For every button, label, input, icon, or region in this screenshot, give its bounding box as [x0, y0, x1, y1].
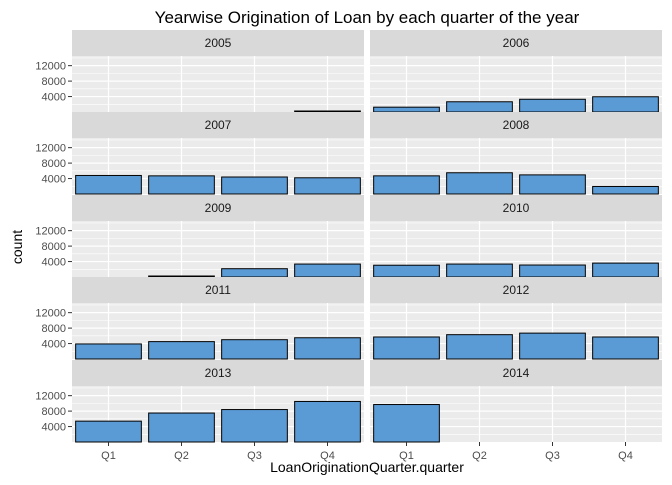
bar-2006-Q1 — [373, 106, 440, 113]
bar-2006-Q4 — [592, 96, 659, 113]
facet-panel-2006: 2006 — [370, 30, 662, 113]
facet-panel-2013: 2013 4000 8000 12000 Q1 Q2 Q3 Q4 — [35, 360, 364, 462]
facet-strip — [72, 195, 364, 221]
facet-strip-label: 2012 — [503, 283, 530, 297]
facet-panel-2008: 2008 — [370, 112, 662, 195]
x-tick-label: Q2 — [174, 450, 189, 462]
y-tick-label: 4000 — [42, 422, 66, 434]
bar-2014-Q1 — [373, 404, 440, 443]
facet-panel-2011: 2011 4000 8000 12000 — [35, 277, 364, 360]
facet-panel-2010: 2010 — [370, 195, 662, 278]
facets-layer: 2005400080001200020062007400080001200020… — [35, 30, 662, 462]
x-tick-label: Q1 — [399, 450, 414, 462]
bar-2007-Q3 — [221, 176, 288, 195]
facet-strip-label: 2009 — [205, 201, 232, 215]
bar-2007-Q4 — [294, 177, 361, 195]
y-tick-label: 8000 — [42, 76, 66, 88]
facet-strip-label: 2006 — [503, 36, 530, 50]
bar-2013-Q4 — [294, 400, 361, 443]
chart-title: Yearwise Origination of Loan by each qua… — [155, 8, 580, 27]
bar-2011-Q2 — [148, 341, 215, 360]
facet-panel-2007: 2007 4000 8000 12000 — [35, 112, 364, 195]
facet-panel-2009: 2009 4000 8000 12000 — [35, 195, 364, 278]
bar-2009-Q3 — [221, 268, 288, 278]
facet-strip-label: 2005 — [205, 36, 232, 50]
x-tick-label: Q4 — [618, 450, 633, 462]
bar-2007-Q1 — [75, 174, 142, 195]
bar-2007-Q2 — [148, 175, 215, 195]
bar-2010-Q3 — [519, 264, 586, 278]
facet-panel-2014: 2014 Q1 Q2 Q3 Q4 — [370, 360, 662, 462]
y-tick-label: 4000 — [42, 92, 66, 104]
bar-2013-Q1 — [75, 420, 142, 443]
bar-2013-Q3 — [221, 409, 288, 443]
bar-2008-Q2 — [446, 172, 513, 195]
facet-strip — [72, 112, 364, 138]
bar-2010-Q4 — [592, 262, 659, 278]
x-axis-label: LoanOriginationQuarter.quarter — [270, 459, 464, 475]
facet-strip — [370, 277, 662, 303]
bar-2012-Q4 — [592, 336, 659, 360]
y-tick-label: 4000 — [42, 257, 66, 269]
facet-panel-bg — [72, 56, 364, 112]
x-tick-label: Q2 — [472, 450, 487, 462]
facet-strip — [72, 30, 364, 56]
y-tick-label: 4000 — [42, 339, 66, 351]
facet-strip-label: 2010 — [503, 201, 530, 215]
y-tick-label: 8000 — [42, 241, 66, 253]
bar-2009-Q4 — [294, 263, 361, 278]
y-tick-label: 12000 — [35, 143, 66, 155]
bar-2008-Q1 — [373, 175, 440, 195]
facet-strip — [370, 360, 662, 386]
x-tick-label: Q3 — [545, 450, 560, 462]
bar-2005-Q4 — [294, 110, 361, 113]
y-axis-label: count — [9, 230, 25, 264]
bar-2006-Q3 — [519, 98, 586, 113]
y-tick-label: 8000 — [42, 406, 66, 418]
facet-strip-label: 2013 — [205, 366, 232, 380]
facet-panel-2005: 2005 4000 8000 12000 — [35, 30, 364, 113]
bar-2008-Q3 — [519, 174, 586, 195]
y-tick-label: 12000 — [35, 226, 66, 238]
bar-2012-Q2 — [446, 334, 513, 360]
bar-2009-Q2 — [148, 275, 215, 278]
bar-2006-Q2 — [446, 101, 513, 113]
bar-2010-Q2 — [446, 263, 513, 278]
y-tick-label: 12000 — [35, 308, 66, 320]
y-tick-label: 12000 — [35, 391, 66, 403]
x-tick-label: Q3 — [247, 450, 262, 462]
y-tick-label: 12000 — [35, 61, 66, 73]
facet-strip — [370, 30, 662, 56]
bar-2008-Q4 — [592, 185, 659, 195]
bar-2011-Q4 — [294, 337, 361, 360]
bar-2011-Q3 — [221, 339, 288, 360]
bar-2013-Q2 — [148, 412, 215, 443]
y-tick-label: 4000 — [42, 174, 66, 186]
facet-strip-label: 2011 — [205, 283, 231, 297]
bar-2011-Q1 — [75, 343, 142, 360]
facet-strip — [72, 360, 364, 386]
facet-strip — [370, 112, 662, 138]
bar-2010-Q1 — [373, 264, 440, 278]
facet-strip-label: 2007 — [205, 118, 232, 132]
facet-strip — [370, 195, 662, 221]
x-tick-label: Q4 — [320, 450, 335, 462]
y-tick-label: 8000 — [42, 158, 66, 170]
x-tick-label: Q1 — [101, 450, 116, 462]
facet-strip-label: 2008 — [503, 118, 530, 132]
bar-2012-Q1 — [373, 336, 440, 360]
bar-2012-Q3 — [519, 332, 586, 360]
facet-strip-label: 2014 — [503, 366, 530, 380]
y-tick-label: 8000 — [42, 323, 66, 335]
facet-panel-2012: 2012 — [370, 277, 662, 360]
facet-strip — [72, 277, 364, 303]
